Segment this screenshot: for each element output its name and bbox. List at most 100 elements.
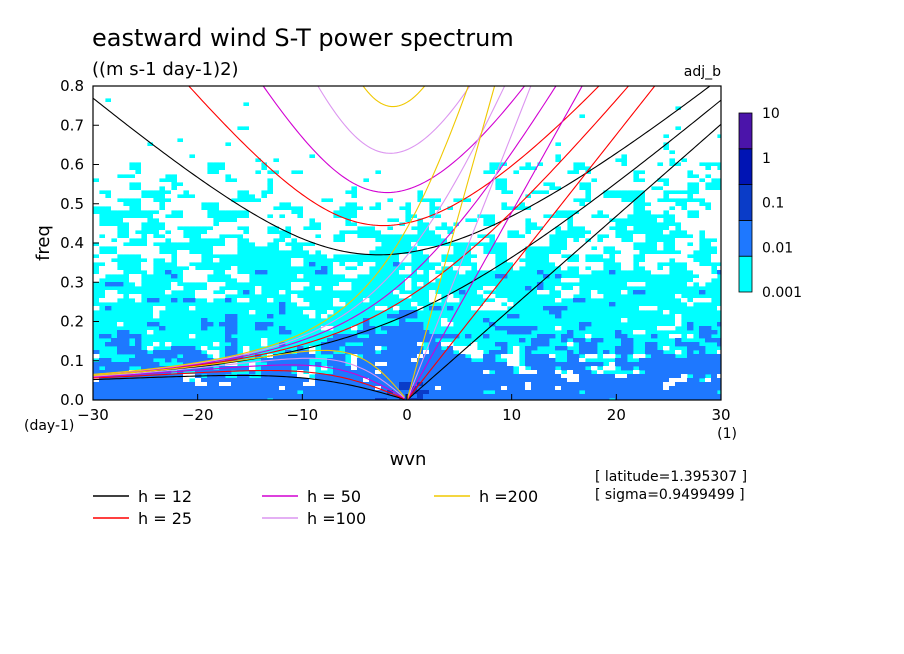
power-cell [447,106,454,111]
power-cell [321,270,328,275]
power-cell [141,350,148,355]
power-cell [459,354,466,359]
power-cell [369,106,376,111]
power-cell [609,214,616,219]
power-cell [321,162,328,167]
power-cell [141,354,148,359]
power-cell [477,370,484,375]
power-cell [213,110,220,115]
power-cell [621,366,628,371]
power-cell [657,270,664,275]
power-cell [405,378,412,383]
power-cell [693,158,700,163]
power-cell [561,362,568,367]
power-cell [537,242,544,247]
power-cell [381,210,388,215]
power-cell [417,214,424,219]
power-cell [351,358,358,363]
power-cell [711,86,718,91]
power-cell [621,202,628,207]
power-cell [195,294,202,299]
power-cell [165,354,172,359]
power-cell [609,378,616,383]
power-cell [669,122,676,127]
power-cell [447,334,454,339]
power-cell [117,190,124,195]
power-cell [411,322,418,327]
power-cell [489,362,496,367]
power-cell [255,110,262,115]
power-cell [561,206,568,211]
power-cell [687,246,694,251]
power-cell [267,90,274,95]
power-cell [693,170,700,175]
power-cell [645,94,652,99]
power-cell [417,178,424,183]
power-cell [105,242,112,247]
power-cell [591,222,598,227]
power-cell [387,150,394,155]
power-cell [357,370,364,375]
power-cell [225,162,232,167]
power-cell [159,218,166,223]
power-cell [339,106,346,111]
power-cell [543,170,550,175]
power-cell [573,366,580,371]
power-cell [561,154,568,159]
power-cell [357,194,364,199]
power-cell [687,358,694,363]
power-cell [99,238,106,243]
power-cell [153,98,160,103]
power-cell [543,158,550,163]
power-cell [177,262,184,267]
power-cell [459,178,466,183]
power-cell [321,230,328,235]
power-cell [189,214,196,219]
power-cell [309,166,316,171]
power-cell [525,158,532,163]
power-cell [405,130,412,135]
power-cell [279,114,286,119]
power-cell [147,90,154,95]
power-cell [621,150,628,155]
power-cell [183,118,190,123]
power-cell [447,202,454,207]
power-cell [177,154,184,159]
power-cell [165,182,172,187]
power-cell [351,262,358,267]
power-cell [471,154,478,159]
power-cell [549,334,556,339]
power-cell [561,378,568,383]
power-cell [441,358,448,363]
power-cell [645,138,652,143]
power-cell [381,194,388,199]
power-cell [591,98,598,103]
power-cell [675,334,682,339]
power-cell [651,354,658,359]
power-cell [453,186,460,191]
power-cell [219,146,226,151]
power-cell [627,206,634,211]
power-cell [327,170,334,175]
power-cell [651,146,658,151]
power-cell [183,206,190,211]
power-cell [669,326,676,331]
power-cell [195,190,202,195]
power-cell [657,118,664,123]
power-cell [381,94,388,99]
power-cell [369,98,376,103]
power-cell [495,210,502,215]
power-cell [195,166,202,171]
power-cell [489,98,496,103]
power-cell [123,366,130,371]
power-cell [699,158,706,163]
power-cell [105,262,112,267]
power-cell [597,190,604,195]
power-cell [123,218,130,223]
power-cell [525,174,532,179]
power-cell [447,122,454,127]
power-cell [675,366,682,371]
power-cell [657,206,664,211]
power-cell [309,102,316,107]
power-cell [303,210,310,215]
